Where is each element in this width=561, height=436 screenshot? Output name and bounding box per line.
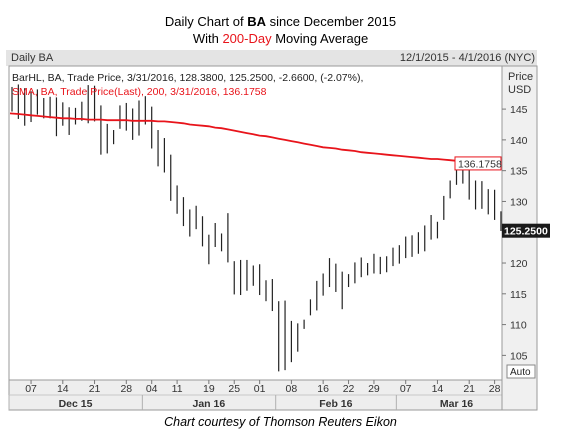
last-price-tag-box	[502, 223, 550, 238]
y-tick-label: 120	[510, 258, 528, 270]
x-tick-label: 22	[343, 383, 355, 395]
x-tick-label: 14	[57, 383, 69, 395]
x-tick-label: 16	[317, 383, 329, 395]
x-axis-ticks: 07 14 21 28 04 11 19 25 01 08 16 22 29 07 14 21 28 Dec 15…	[8, 380, 501, 410]
y-tick-label: 105	[510, 350, 528, 362]
sma-price-tag-box	[454, 156, 502, 171]
x-tick-label: 07	[25, 383, 37, 395]
subtitle-suffix: Moving Average	[271, 31, 369, 46]
x-tick-label: 19	[203, 383, 215, 395]
chart-caption: Chart courtesy of Thomson Reuters Eikon	[164, 415, 397, 429]
x-month-label: Mar 16	[440, 398, 473, 410]
y-axis-band	[501, 65, 538, 411]
title-mid: since December 2015	[266, 14, 397, 29]
x-tick-label: 01	[254, 383, 266, 395]
chart-header-bar	[6, 50, 537, 66]
title-line-1: Daily Chart of BA since December 2015	[0, 13, 561, 30]
x-month-label: Dec 15	[59, 398, 93, 410]
y-tick-label: 145	[510, 104, 528, 116]
x-tick-label: 28	[489, 383, 501, 395]
last-price-tag: 125.2500	[504, 226, 548, 238]
y-tick-label: 140	[510, 135, 528, 147]
x-tick-label: 11	[172, 383, 183, 395]
price-bars	[11, 84, 502, 372]
legend-barhl: BarHL, BA, Trade Price, 3/31/2016, 128.3…	[12, 72, 364, 84]
title-line-2: With 200-Day Moving Average	[0, 30, 561, 47]
x-month-label: Feb 16	[319, 398, 352, 410]
x-tick-label: 29	[368, 383, 380, 395]
y-tick-label: 110	[510, 320, 527, 332]
title-prefix: Daily Chart of	[164, 14, 248, 29]
x-tick-label: 21	[463, 383, 475, 395]
y-tick-label: 130	[510, 196, 528, 208]
x-month-label: Jan 16	[192, 398, 225, 410]
x-tick-label: 25	[228, 383, 240, 395]
title-ticker: BA	[247, 14, 267, 29]
price-tags: 136.1758 125.2500	[454, 156, 550, 238]
auto-button[interactable]	[506, 364, 536, 379]
chart-header-right: 12/1/2015 - 4/1/2016 (NYC)	[399, 52, 535, 64]
auto-button-label: Auto	[510, 367, 531, 378]
y-tick-label: 115	[510, 289, 527, 301]
price-axis-label: Price	[508, 71, 533, 83]
chart-header-left: Daily BA	[11, 52, 54, 64]
legend-sma: SMA, BA, Trade Price(Last), 200, 3/31/20…	[12, 86, 267, 98]
x-tick-label: 21	[89, 383, 101, 395]
x-tick-label: 04	[146, 383, 158, 395]
x-tick-label: 08	[286, 383, 298, 395]
subtitle-prefix: With	[192, 31, 223, 46]
series-legend: BarHL, BA, Trade Price, 3/31/2016, 128.3…	[12, 71, 363, 99]
sma-price-tag: 136.1758	[458, 158, 502, 170]
y-tick-label: 135	[510, 166, 528, 178]
subtitle-accent: 200-Day	[222, 31, 272, 46]
x-tick-label: 07	[400, 383, 412, 395]
x-tick-label: 14	[432, 383, 444, 395]
chart-title: Daily Chart of BA since December 2015 Wi…	[0, 13, 561, 47]
x-tick-label: 28	[120, 383, 132, 395]
currency-axis-label: USD	[508, 84, 531, 96]
plot-area	[8, 65, 503, 381]
sma-200-line	[9, 112, 501, 165]
